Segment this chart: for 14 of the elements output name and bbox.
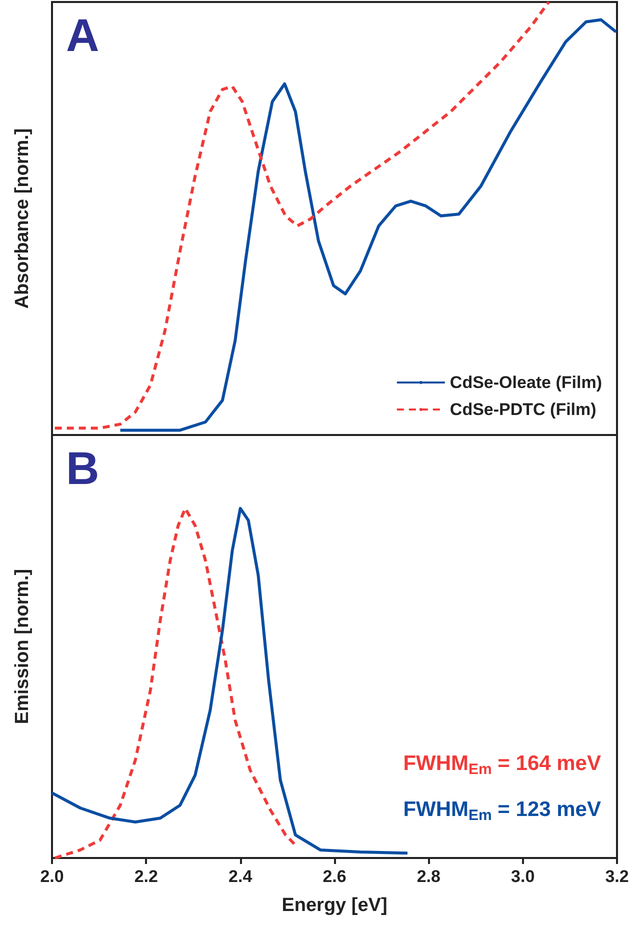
x-tick-label: 2.6 — [322, 867, 346, 886]
y-axis-title: Absorbance [norm.] — [12, 128, 33, 309]
text: B — [66, 442, 100, 494]
annotation: A — [66, 9, 100, 61]
legend-label: CdSe-Oleate (Film) — [450, 373, 602, 392]
x-tick-label: 2.8 — [416, 867, 440, 886]
y-axis-title: Emission [norm.] — [12, 568, 33, 724]
x-tick-label: 2.0 — [40, 867, 64, 886]
x-tick-label: 2.4 — [228, 867, 253, 886]
x-tick-label: 3.0 — [511, 867, 535, 886]
x-tick-label: 3.2 — [605, 867, 629, 886]
x-axis-title: Energy [eV] — [282, 895, 388, 916]
legend-label: CdSe-PDTC (Film) — [450, 400, 596, 419]
x-tick-label: 2.2 — [134, 867, 158, 886]
